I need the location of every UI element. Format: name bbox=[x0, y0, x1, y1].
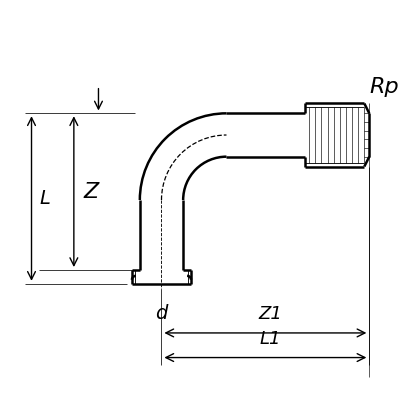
Text: L1: L1 bbox=[260, 330, 281, 348]
Text: d: d bbox=[155, 304, 168, 323]
Text: Rp: Rp bbox=[369, 77, 399, 97]
Text: Z1: Z1 bbox=[258, 305, 282, 323]
Text: L: L bbox=[39, 189, 50, 208]
Text: Z: Z bbox=[84, 182, 99, 202]
